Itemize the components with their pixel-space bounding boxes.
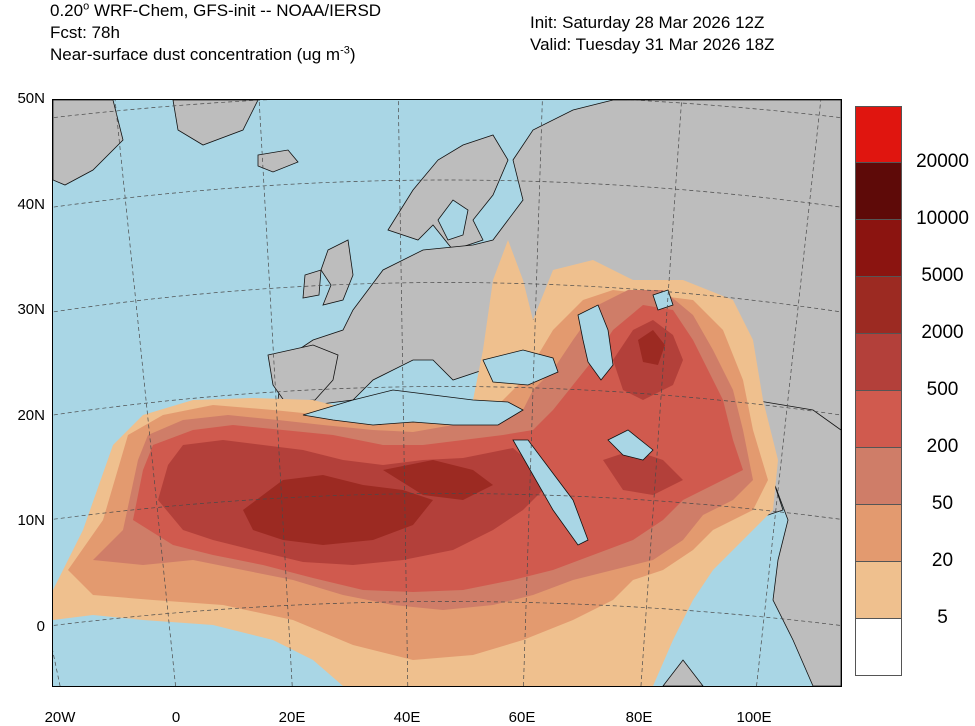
lon-label-0: 0 <box>171 709 181 726</box>
red-sea <box>512 439 589 546</box>
lon-20e <box>258 100 293 686</box>
model-title: 0.20o WRF-Chem, GFS-init -- NOAA/IERSD <box>50 0 382 20</box>
colorbar-swatch <box>855 106 902 163</box>
colorbar-label: 200 <box>926 436 959 457</box>
colorbar-swatch <box>855 562 902 619</box>
caspian-sea <box>577 304 614 381</box>
dust-2000-b <box>383 460 493 500</box>
lon-60e <box>523 100 543 686</box>
colorbar-label: 500 <box>926 379 959 400</box>
colorbar-swatch <box>855 334 902 391</box>
iberia <box>267 344 339 403</box>
colorbar-label: 20 <box>931 550 954 571</box>
colorbar-label: 5000 <box>921 265 964 286</box>
colorbar-label: 50 <box>931 493 954 514</box>
colorbar-swatch <box>855 448 902 505</box>
baltic-sea <box>437 199 469 241</box>
forecast-hour: Fcst: 78h <box>50 23 120 42</box>
iceland <box>257 149 299 173</box>
lat-50n <box>53 100 841 119</box>
greenland <box>53 100 124 186</box>
lon-100e <box>756 100 822 686</box>
field-title: Near-surface dust concentration (ug m-3) <box>50 44 356 64</box>
dust-map <box>52 99 842 687</box>
lon-label-40e: 40E <box>393 709 421 726</box>
lon-40e <box>397 100 409 686</box>
lat-40n <box>53 179 841 208</box>
colorbar-swatch <box>855 505 902 562</box>
lat-20n <box>53 386 841 416</box>
colorbar-label: 5 <box>937 607 948 628</box>
lat-label-30n: 30N <box>17 301 45 318</box>
colorbar-swatch <box>855 391 902 448</box>
colorbar-swatch <box>855 277 902 334</box>
valid-time: Valid: Tuesday 31 Mar 2026 18Z <box>530 35 775 54</box>
lat-10n <box>53 493 841 520</box>
mediterranean <box>302 389 524 426</box>
lat-label-10n: 10N <box>17 512 45 529</box>
map-canvas <box>53 100 841 686</box>
colorbar-swatch <box>855 220 902 277</box>
lat-label-50n: 50N <box>17 90 45 107</box>
lon-label-60e: 60E <box>508 709 536 726</box>
lon-label-20w: 20W <box>44 709 76 726</box>
lon-label-100e: 100E <box>736 709 772 726</box>
lon-label-20e: 20E <box>278 709 306 726</box>
lat-label-40n: 40N <box>17 196 45 213</box>
colorbar-swatch <box>855 163 902 220</box>
black-sea <box>482 349 559 386</box>
dust-2000-c <box>638 330 665 365</box>
colorbar <box>855 106 902 676</box>
ireland <box>302 269 322 299</box>
lon-0 <box>114 100 176 686</box>
greenland-north <box>172 100 259 146</box>
lat-label-20n: 20N <box>17 407 45 424</box>
lat-30n <box>53 282 841 313</box>
lon-80e <box>640 100 682 686</box>
init-time: Init: Saturday 28 Mar 2026 12Z <box>530 13 765 32</box>
header-right: Init: Saturday 28 Mar 2026 12Z Valid: Tu… <box>530 12 774 56</box>
lon-label-80e: 80E <box>625 709 653 726</box>
water-bodies <box>302 199 674 546</box>
lat-0 <box>53 601 841 626</box>
scandinavia <box>387 134 509 251</box>
dust-2000 <box>243 475 433 545</box>
colorbar-swatch <box>855 619 902 676</box>
persian-gulf <box>607 429 654 461</box>
colorbar-label: 10000 <box>916 208 969 229</box>
madagascar-edge <box>662 659 704 686</box>
header-left: 0.20o WRF-Chem, GFS-init -- NOAA/IERSD F… <box>50 0 381 66</box>
graticule <box>53 100 841 686</box>
colorbar-label: 2000 <box>921 322 964 343</box>
britain <box>320 239 354 306</box>
lat-label-0: 0 <box>36 618 45 635</box>
dust-500-arabia <box>603 450 683 495</box>
colorbar-label: 20000 <box>916 151 969 172</box>
